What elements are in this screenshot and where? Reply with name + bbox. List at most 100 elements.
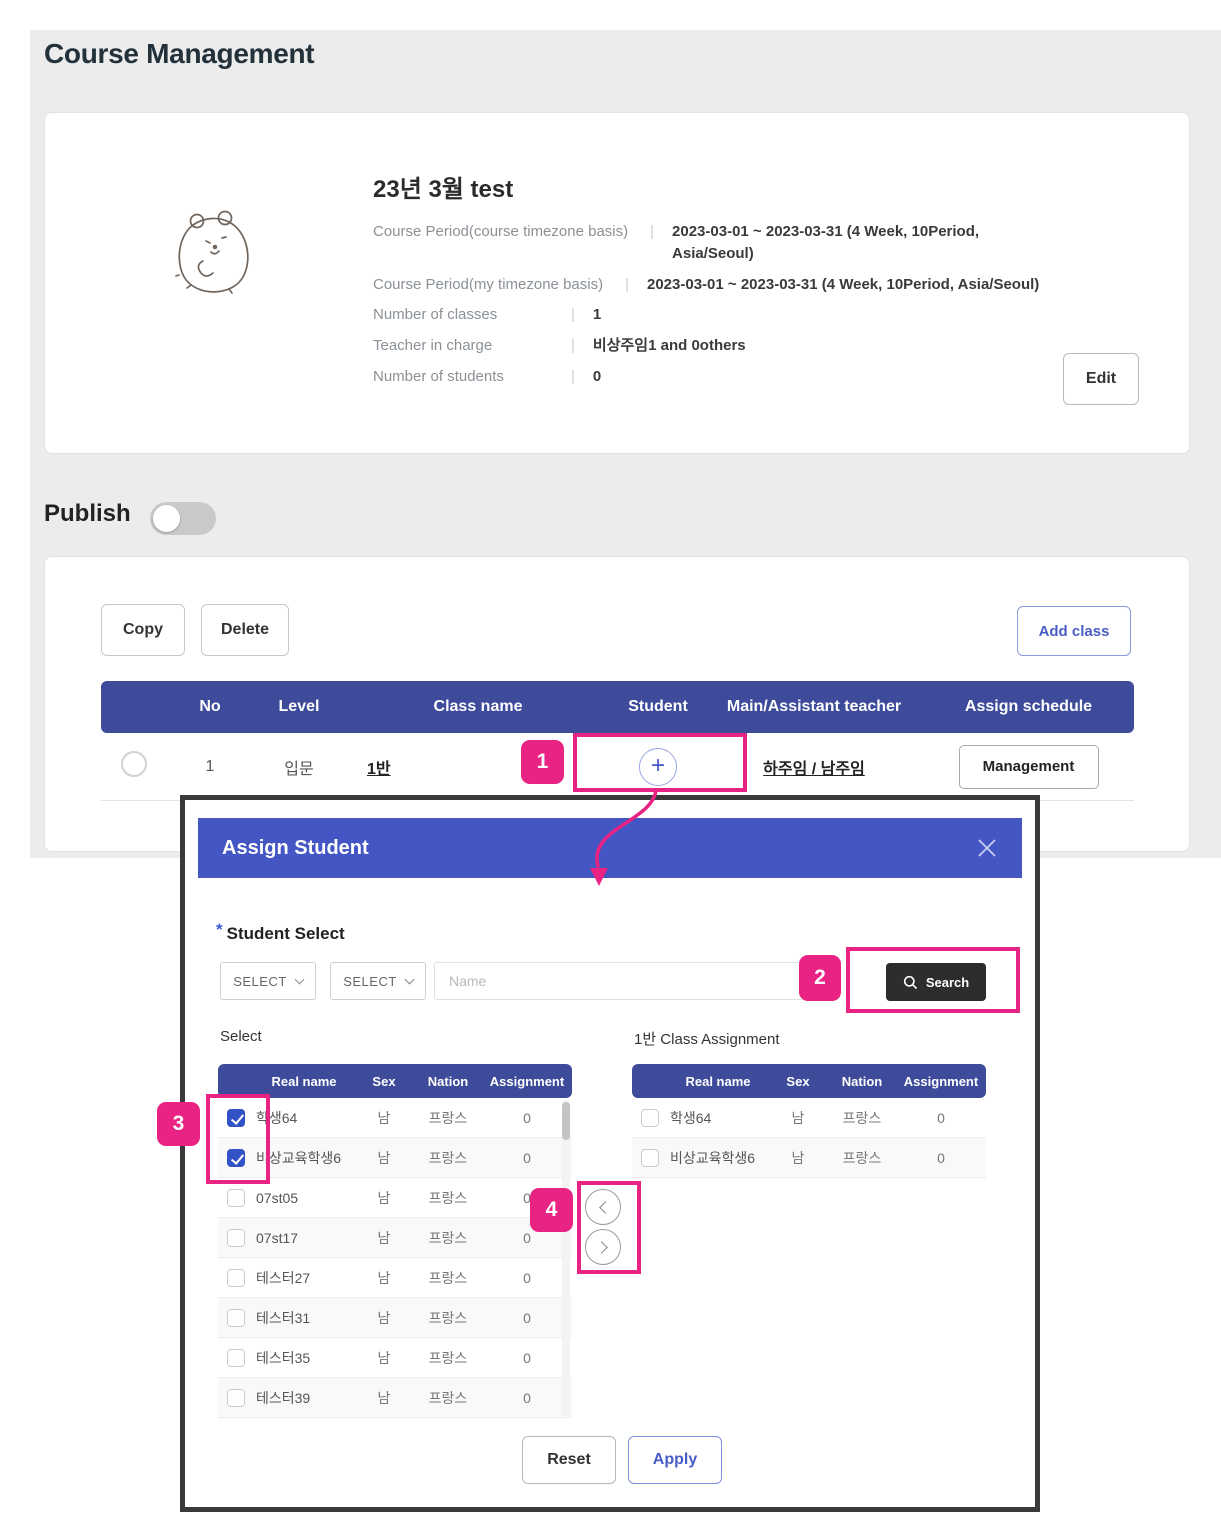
detail-value: 0 bbox=[592, 367, 602, 385]
course-detail-row: Teacher in charge | 비상주임1 and 0others bbox=[373, 335, 1163, 357]
student-select-label: * Student Select bbox=[216, 920, 345, 944]
row-checkbox[interactable] bbox=[227, 1228, 245, 1247]
detail-value: 1 bbox=[592, 306, 602, 324]
close-icon[interactable] bbox=[974, 835, 1000, 861]
search-button-label: Search bbox=[925, 974, 970, 990]
student-row: 학생64 남 프랑스 0 bbox=[632, 1098, 986, 1138]
bear-doodle-illustration bbox=[175, 210, 249, 294]
chevron-down-icon bbox=[404, 974, 415, 984]
detail-separator: | bbox=[625, 275, 629, 293]
student-nation: 프랑스 bbox=[428, 1309, 468, 1326]
search-button[interactable]: Search bbox=[886, 963, 986, 1001]
student-nation: 프랑스 bbox=[428, 1229, 468, 1246]
row-checkbox[interactable] bbox=[227, 1148, 245, 1167]
student-name: 비상교육학생6 bbox=[256, 1149, 342, 1166]
header-cell: Class name bbox=[433, 698, 523, 715]
student-name: 학생64 bbox=[670, 1109, 712, 1126]
scrollbar-thumb[interactable] bbox=[562, 1102, 570, 1140]
modal-header: Assign Student bbox=[198, 818, 1022, 878]
student-row: 테스터39 남 프랑스 0 bbox=[218, 1378, 572, 1418]
required-mark: * bbox=[216, 920, 223, 939]
move-left-button[interactable] bbox=[585, 1189, 621, 1225]
add-student-icon[interactable] bbox=[639, 747, 677, 786]
detail-value: 비상주임1 and 0others bbox=[592, 337, 746, 354]
edit-button[interactable]: Edit bbox=[1063, 353, 1139, 405]
course-summary-card: 23년 3월 test Course Period(course timezon… bbox=[44, 112, 1190, 454]
publish-toggle[interactable] bbox=[150, 502, 216, 535]
assign-schedule-cell: Management bbox=[923, 744, 1134, 789]
row-checkbox[interactable] bbox=[227, 1308, 245, 1327]
header-cell: Assignment bbox=[489, 1073, 565, 1089]
checkbox-cell bbox=[218, 1308, 254, 1327]
callout-badge-2: 2 bbox=[799, 955, 841, 1001]
student-nation: 프랑스 bbox=[428, 1349, 468, 1366]
row-checkbox[interactable] bbox=[227, 1348, 245, 1367]
student-name: 테스터27 bbox=[256, 1269, 311, 1286]
reset-button[interactable]: Reset bbox=[522, 1436, 616, 1484]
class-name-cell: 1반 bbox=[345, 755, 611, 779]
detail-label: Teacher in charge bbox=[373, 337, 493, 354]
student-assignment: 0 bbox=[937, 1149, 945, 1166]
management-button[interactable]: Management bbox=[958, 744, 1099, 789]
name-input[interactable] bbox=[434, 962, 840, 1000]
apply-button[interactable]: Apply bbox=[628, 1436, 722, 1484]
student-sex: 남 bbox=[791, 1149, 805, 1166]
teacher-link[interactable]: 하주임 / 남주임 bbox=[763, 760, 865, 778]
move-right-button[interactable] bbox=[585, 1229, 621, 1265]
course-detail-row: Number of students | 0 bbox=[373, 366, 1163, 388]
student-table-body: 학생64 남 프랑스 0 비상교육학생6 남 프랑스 0 07st05 남 프랑스 0 07st17 남 프… bbox=[218, 1098, 572, 1418]
student-sex: 남 bbox=[377, 1149, 391, 1166]
student-select-label-text: Student Select bbox=[226, 924, 345, 943]
student-sex: 남 bbox=[377, 1109, 391, 1126]
student-nation: 프랑스 bbox=[428, 1269, 468, 1286]
assign-student-modal: Assign Student * Student Select SELECT SE… bbox=[180, 795, 1040, 1512]
student-assignment: 0 bbox=[523, 1269, 531, 1286]
class-name-link[interactable]: 1반 bbox=[367, 760, 391, 778]
class-level: 입문 bbox=[284, 760, 314, 778]
row-checkbox[interactable] bbox=[641, 1148, 659, 1167]
assignment-table-caption: 1반 Class Assignment bbox=[634, 1031, 780, 1048]
row-checkbox[interactable] bbox=[227, 1268, 245, 1287]
student-nation: 프랑스 bbox=[428, 1109, 468, 1126]
header-cell: Level bbox=[278, 698, 320, 715]
checkbox-cell bbox=[218, 1148, 254, 1167]
student-assignment: 0 bbox=[937, 1109, 945, 1126]
detail-separator: | bbox=[571, 337, 575, 354]
detail-value: 2023-03-01 ~ 2023-03-31 (4 Week, 10Perio… bbox=[647, 275, 1040, 293]
delete-button[interactable]: Delete bbox=[201, 604, 289, 656]
detail-label: Number of classes bbox=[373, 306, 498, 324]
checkbox-cell bbox=[218, 1188, 254, 1207]
student-name: 테스터31 bbox=[256, 1309, 311, 1326]
scrollbar-track bbox=[562, 1100, 570, 1416]
student-row: 07st17 남 프랑스 0 bbox=[218, 1218, 572, 1258]
row-checkbox[interactable] bbox=[227, 1108, 245, 1127]
row-radio-button[interactable] bbox=[121, 751, 147, 777]
detail-label: Number of students bbox=[373, 367, 504, 385]
row-checkbox[interactable] bbox=[227, 1388, 245, 1407]
filter-select-1[interactable]: SELECT bbox=[220, 962, 316, 1000]
publish-label: Publish bbox=[44, 500, 131, 527]
filter-select-2[interactable]: SELECT bbox=[330, 962, 426, 1000]
search-icon bbox=[903, 975, 917, 989]
checkbox-cell bbox=[218, 1388, 254, 1407]
student-name: 테스터39 bbox=[256, 1389, 311, 1406]
student-assignment: 0 bbox=[523, 1189, 531, 1206]
student-assignment: 0 bbox=[523, 1389, 531, 1406]
callout-badge-4: 4 bbox=[530, 1188, 573, 1232]
student-table-header: Real name Sex Nation Assignment bbox=[632, 1064, 986, 1098]
student-name: 비상교육학생6 bbox=[670, 1149, 756, 1166]
student-assignment: 0 bbox=[523, 1229, 531, 1246]
add-class-button[interactable]: Add class bbox=[1017, 606, 1131, 656]
copy-button[interactable]: Copy bbox=[101, 604, 185, 656]
row-checkbox[interactable] bbox=[227, 1188, 245, 1207]
student-row: 학생64 남 프랑스 0 bbox=[218, 1098, 572, 1138]
select-table-caption: Select bbox=[220, 1028, 262, 1045]
student-sex: 남 bbox=[377, 1269, 391, 1286]
student-assignment: 0 bbox=[523, 1109, 531, 1126]
student-row: 테스터27 남 프랑스 0 bbox=[218, 1258, 572, 1298]
header-cell: Real name bbox=[685, 1073, 751, 1089]
modal-title: Assign Student bbox=[222, 836, 369, 859]
student-row: 테스터35 남 프랑스 0 bbox=[218, 1338, 572, 1378]
row-checkbox[interactable] bbox=[641, 1108, 659, 1127]
course-details: Course Period(course timezone basis) | 202… bbox=[373, 221, 1163, 397]
